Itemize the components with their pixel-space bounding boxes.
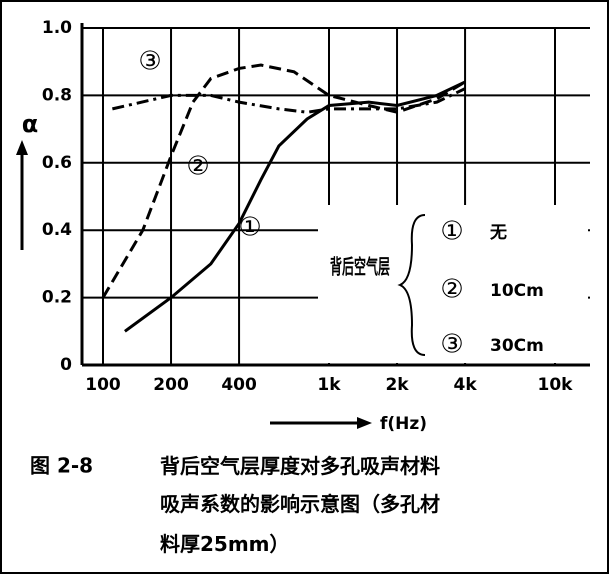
x-tick-label: 4k (453, 375, 477, 395)
x-tick-label: 200 (153, 375, 189, 395)
figure-number: 图 2-8 (30, 454, 93, 478)
x-arrow-head (357, 417, 372, 429)
legend-marker: ① (440, 217, 463, 247)
y-tick-label: 0.2 (42, 288, 72, 308)
x-tick-label: 10k (538, 375, 574, 395)
curve-label: ① (238, 213, 261, 243)
y-tick-label: 0.4 (42, 220, 72, 240)
y-tick-label: 0 (60, 355, 72, 375)
y-arrow-head (16, 140, 28, 155)
caption: 背后空气层厚度对多孔吸声材料吸声系数的影响示意图（多孔材料厚25mm） (160, 454, 440, 556)
legend-brace (397, 214, 426, 356)
x-tick-label: 400 (221, 375, 257, 395)
legend-label: 无 (489, 223, 507, 243)
legend-marker: ③ (440, 330, 463, 360)
y-tick-label: 0.6 (42, 153, 72, 173)
legend-box (318, 205, 588, 363)
legend-title: 背后空气层 (330, 255, 390, 279)
line-series (112, 87, 466, 114)
x-tick-label: 1k (317, 375, 341, 395)
legend-marker: ② (440, 275, 463, 305)
x-tick-label: 100 (85, 375, 121, 395)
y-tick-label: 1.0 (42, 18, 72, 38)
y-tick-label: 0.8 (42, 85, 72, 105)
y-axis-label: α (22, 110, 39, 138)
line-series (101, 63, 466, 299)
curve-label: ③ (138, 47, 161, 77)
legend-label: 10Cm (490, 281, 544, 301)
x-tick-label: 2k (385, 375, 409, 395)
line-series (124, 80, 466, 333)
curve-label: ② (186, 152, 209, 182)
legend-label: 30Cm (490, 336, 544, 356)
x-axis-label: f(Hz) (380, 414, 427, 434)
